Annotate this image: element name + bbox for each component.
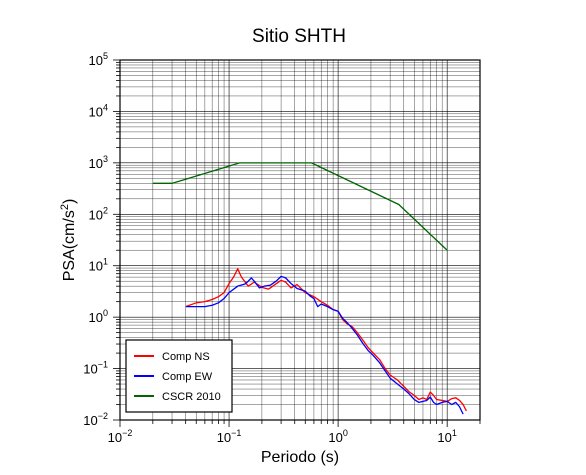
legend-label: CSCR 2010 — [162, 391, 221, 403]
x-tick-label: 101 — [437, 428, 456, 445]
series-group — [152, 162, 467, 415]
y-axis-label-end: ) — [61, 199, 78, 204]
y-tick-label: 10−2 — [83, 411, 108, 428]
axis-ticks — [113, 59, 481, 427]
x-tick-labels: 10−2 10−1 100 101 — [108, 428, 457, 445]
y-tick-label: 100 — [89, 308, 108, 325]
y-axis-label: PSA(cm/s2) — [59, 199, 78, 282]
y-tick-label: 10−1 — [83, 360, 108, 377]
legend-label: Comp NS — [162, 351, 210, 363]
legend: Comp NS Comp EW CSCR 2010 — [125, 339, 233, 413]
y-tick-label: 103 — [89, 154, 108, 171]
y-tick-label: 102 — [89, 205, 108, 222]
series-line-comp-ew — [185, 275, 464, 415]
x-tick-label: 100 — [328, 428, 347, 445]
x-tick-label: 10−1 — [217, 428, 242, 445]
chart-title: Sitio SHTH — [252, 26, 346, 47]
y-tick-labels: 10−2 10−1 100 101 102 103 104 105 — [83, 51, 108, 428]
x-axis-label: Periodo (s) — [261, 449, 339, 466]
y-tick-label: 101 — [89, 257, 108, 274]
series-line-comp-ns — [185, 268, 467, 412]
y-axis-label-sup: 2 — [59, 204, 71, 210]
x-tick-label: 10−2 — [108, 428, 133, 445]
y-tick-label: 104 — [89, 102, 108, 119]
series-line-cscr-2010 — [152, 162, 448, 251]
plot-frame — [119, 59, 481, 421]
legend-label: Comp EW — [162, 371, 213, 383]
y-tick-label: 105 — [89, 51, 108, 68]
y-axis-label-base: PSA(cm/s — [61, 210, 78, 281]
